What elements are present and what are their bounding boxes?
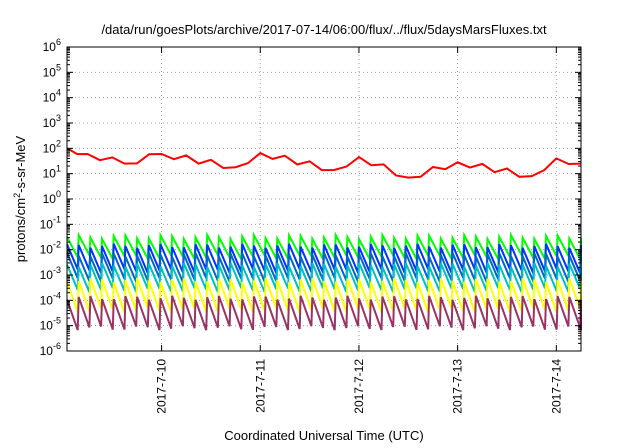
y-tick-label: 10-2 bbox=[40, 240, 61, 257]
y-tick-exponent: 2 bbox=[56, 138, 61, 148]
y-tick-label: 101 bbox=[43, 164, 61, 181]
x-axis-label: Coordinated Universal Time (UTC) bbox=[224, 428, 423, 443]
y-tick-exponent: -3 bbox=[53, 265, 61, 275]
series-line-4 bbox=[66, 252, 582, 283]
x-tick-label: 2017-7-11 bbox=[253, 359, 267, 413]
y-tick-exponent: 4 bbox=[56, 88, 61, 98]
y-tick-base: 10 bbox=[43, 116, 57, 130]
y-tick-base: 10 bbox=[43, 91, 57, 105]
x-tick-label: 2017-7-13 bbox=[451, 359, 465, 414]
y-tick-exponent: 6 bbox=[56, 37, 61, 47]
y-tick-base: 10 bbox=[40, 293, 54, 307]
y-tick-base: 10 bbox=[40, 243, 54, 257]
y-tick-base: 10 bbox=[43, 65, 57, 79]
y-tick-label: 102 bbox=[43, 138, 61, 155]
y-tick-label: 10-6 bbox=[40, 341, 61, 358]
y-tick-exponent: -6 bbox=[53, 341, 61, 351]
series-line-red bbox=[66, 147, 582, 179]
y-tick-label: 100 bbox=[43, 189, 61, 206]
y-axis-label-sup: 2 bbox=[12, 193, 22, 198]
y-tick-base: 10 bbox=[40, 268, 54, 282]
y-axis-label: protons/cm2-s-sr-MeV bbox=[12, 135, 28, 262]
y-tick-base: 10 bbox=[40, 217, 54, 231]
x-axis-ticks: 2017-7-10 2017-7-11 2017-7-12 2017-7-13 2017… bbox=[155, 47, 563, 414]
y-tick-label: 10-1 bbox=[40, 214, 61, 231]
y-tick-label: 10-3 bbox=[40, 265, 61, 282]
series-line-3 bbox=[66, 243, 582, 274]
y-tick-exponent: 0 bbox=[56, 189, 61, 199]
y-axis-label-rest: -s-sr-MeV bbox=[13, 135, 28, 192]
x-tick-label: 2017-7-10 bbox=[155, 359, 169, 414]
y-tick-exponent: -4 bbox=[53, 290, 61, 300]
y-tick-base: 10 bbox=[43, 40, 57, 54]
x-tick-label: 2017-7-14 bbox=[549, 359, 563, 414]
y-tick-exponent: 3 bbox=[56, 113, 61, 123]
y-tick-label: 103 bbox=[43, 113, 61, 130]
series-line-2 bbox=[66, 231, 582, 264]
series-line-5 bbox=[66, 262, 582, 293]
y-axis-ticks: 10610510410310210110010-110-210-310-410-… bbox=[40, 37, 581, 358]
y-tick-label: 10-5 bbox=[40, 316, 61, 333]
y-tick-base: 10 bbox=[40, 319, 54, 333]
y-axis-label-main: protons/cm bbox=[13, 198, 28, 262]
y-tick-base: 10 bbox=[43, 141, 57, 155]
chart-title: /data/run/goesPlots/archive/2017-07-14/0… bbox=[101, 22, 547, 37]
y-tick-exponent: -2 bbox=[53, 240, 61, 250]
y-tick-exponent: -1 bbox=[53, 214, 61, 224]
y-tick-exponent: -5 bbox=[53, 316, 61, 326]
series-group bbox=[66, 147, 582, 331]
y-tick-label: 105 bbox=[43, 62, 61, 79]
series-line-7 bbox=[66, 295, 582, 331]
y-tick-label: 106 bbox=[43, 37, 61, 54]
y-tick-exponent: 1 bbox=[56, 164, 61, 174]
y-tick-exponent: 5 bbox=[56, 62, 61, 72]
y-tick-label: 104 bbox=[43, 88, 61, 105]
series-line-6 bbox=[66, 277, 582, 313]
x-tick-label: 2017-7-12 bbox=[352, 359, 366, 414]
y-tick-label: 10-4 bbox=[40, 290, 61, 307]
y-tick-base: 10 bbox=[40, 344, 54, 358]
y-tick-base: 10 bbox=[43, 167, 57, 181]
y-tick-base: 10 bbox=[43, 192, 57, 206]
